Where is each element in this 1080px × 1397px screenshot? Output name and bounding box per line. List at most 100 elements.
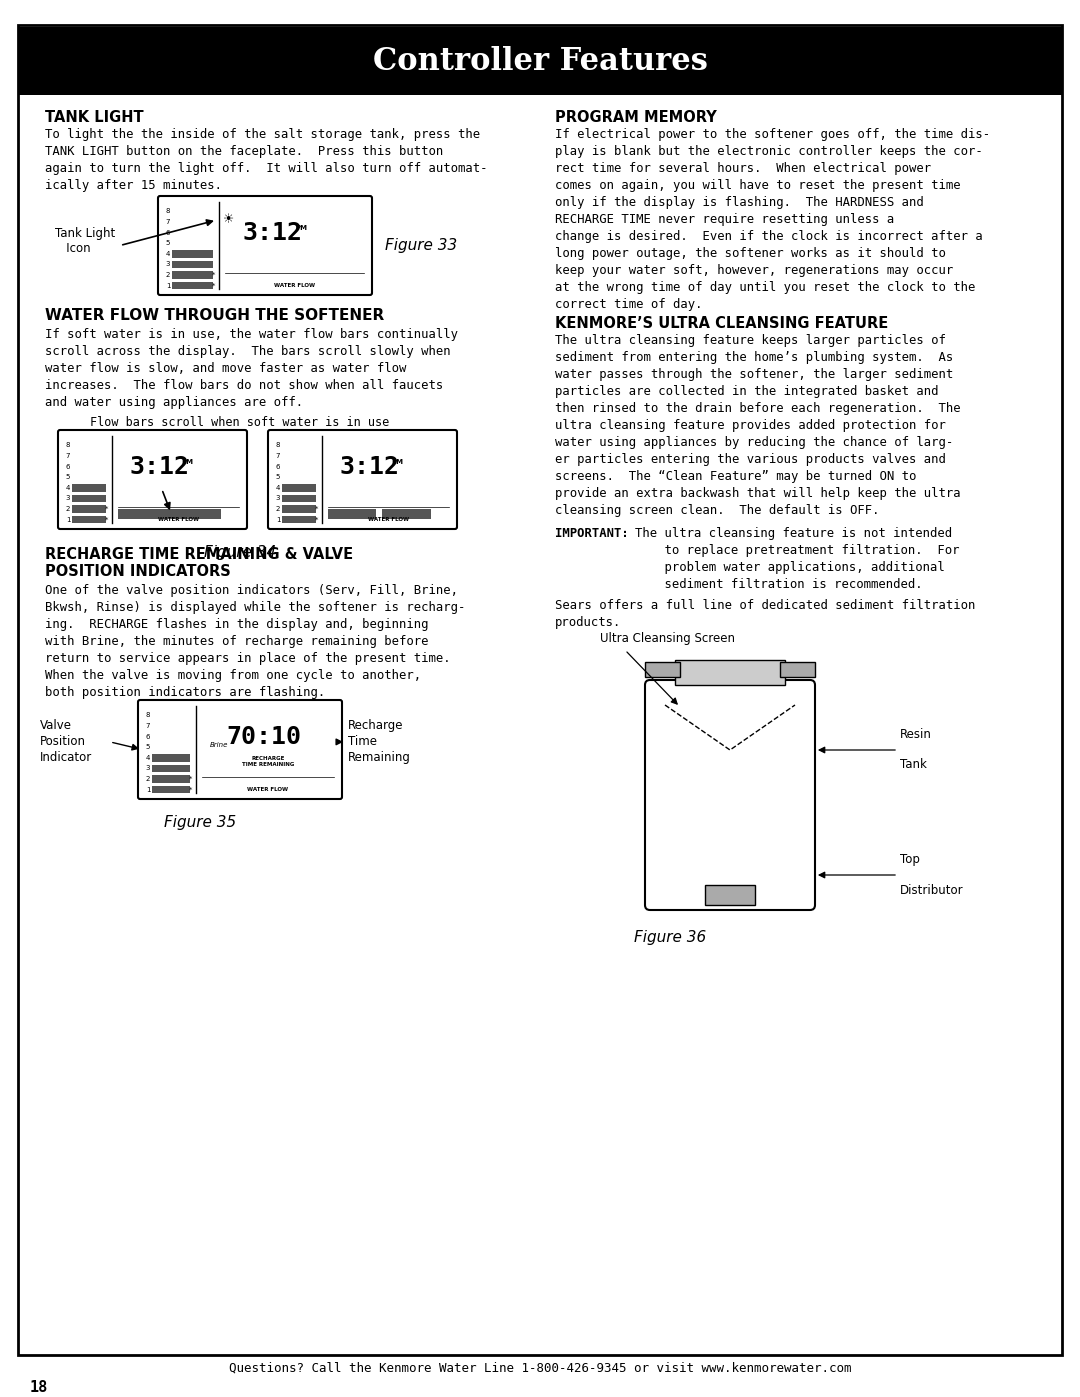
Text: 3: 3 bbox=[146, 766, 150, 771]
Text: 2: 2 bbox=[275, 506, 280, 513]
Text: Figure 34: Figure 34 bbox=[204, 545, 276, 560]
Text: Figure 36: Figure 36 bbox=[634, 930, 706, 944]
Text: 70:10: 70:10 bbox=[227, 725, 301, 750]
Bar bbox=[282, 515, 315, 524]
FancyBboxPatch shape bbox=[645, 680, 815, 909]
Bar bbox=[72, 515, 106, 524]
Text: 5: 5 bbox=[275, 474, 280, 481]
Text: *: * bbox=[105, 517, 108, 522]
Text: 1: 1 bbox=[165, 282, 171, 289]
Bar bbox=[172, 271, 213, 279]
Text: 1: 1 bbox=[146, 787, 150, 792]
Text: 4: 4 bbox=[275, 485, 280, 490]
Text: Remaining: Remaining bbox=[348, 750, 410, 764]
Text: 6: 6 bbox=[146, 733, 150, 739]
Text: Ultra Cleansing Screen: Ultra Cleansing Screen bbox=[600, 631, 735, 645]
Text: IMPORTANT:: IMPORTANT: bbox=[555, 527, 629, 541]
Text: 3: 3 bbox=[275, 496, 280, 502]
Text: 2: 2 bbox=[166, 272, 171, 278]
Text: Top: Top bbox=[900, 854, 920, 866]
Text: 18: 18 bbox=[30, 1380, 49, 1396]
Text: 7: 7 bbox=[275, 453, 280, 460]
Text: WATER FLOW THROUGH THE SOFTENER: WATER FLOW THROUGH THE SOFTENER bbox=[45, 307, 384, 323]
Text: Distributor: Distributor bbox=[900, 883, 963, 897]
Text: 5: 5 bbox=[166, 240, 171, 246]
Text: Position: Position bbox=[40, 735, 86, 749]
Text: Resin: Resin bbox=[900, 728, 932, 742]
FancyBboxPatch shape bbox=[158, 196, 372, 295]
Text: 3:12: 3:12 bbox=[339, 455, 400, 479]
Bar bbox=[172, 261, 213, 268]
Text: *: * bbox=[212, 272, 216, 278]
Text: *: * bbox=[105, 506, 108, 513]
Text: POSITION INDICATORS: POSITION INDICATORS bbox=[45, 564, 231, 578]
Text: PM: PM bbox=[392, 458, 404, 464]
Text: 8: 8 bbox=[66, 443, 70, 448]
Text: *: * bbox=[189, 777, 192, 782]
Bar bbox=[172, 282, 213, 289]
Text: 3: 3 bbox=[66, 496, 70, 502]
Text: Tank Light
   Icon: Tank Light Icon bbox=[55, 226, 116, 254]
FancyBboxPatch shape bbox=[268, 430, 457, 529]
Text: Tank: Tank bbox=[900, 759, 927, 771]
Bar bbox=[282, 495, 315, 502]
Text: Questions? Call the Kenmore Water Line 1-800-426-9345 or visit www.kenmorewater.: Questions? Call the Kenmore Water Line 1… bbox=[229, 1362, 851, 1375]
FancyBboxPatch shape bbox=[58, 430, 247, 529]
Bar bbox=[72, 506, 106, 513]
Bar bbox=[675, 659, 785, 685]
Bar bbox=[382, 509, 431, 520]
Text: 7: 7 bbox=[165, 219, 171, 225]
Text: *: * bbox=[315, 517, 319, 522]
Text: 3:12: 3:12 bbox=[130, 455, 190, 479]
Text: One of the valve position indicators (Serv, Fill, Brine,
Bkwsh, Rinse) is displa: One of the valve position indicators (Se… bbox=[45, 584, 465, 698]
Text: Time: Time bbox=[348, 735, 377, 749]
Text: *: * bbox=[212, 282, 216, 289]
Bar bbox=[72, 485, 106, 492]
Text: WATER FLOW: WATER FLOW bbox=[274, 284, 315, 288]
Text: WATER FLOW: WATER FLOW bbox=[158, 517, 199, 522]
Text: Valve: Valve bbox=[40, 719, 72, 732]
Text: Sears offers a full line of dedicated sediment filtration
products.: Sears offers a full line of dedicated se… bbox=[555, 599, 975, 629]
Text: The ultra cleansing feature keeps larger particles of
sediment from entering the: The ultra cleansing feature keeps larger… bbox=[555, 334, 960, 517]
Text: PM: PM bbox=[295, 225, 307, 231]
Bar bbox=[152, 787, 190, 793]
Text: 1: 1 bbox=[275, 517, 280, 522]
Bar bbox=[118, 509, 220, 520]
Text: To light the the inside of the salt storage tank, press the
TANK LIGHT button on: To light the the inside of the salt stor… bbox=[45, 129, 487, 191]
Text: ☀: ☀ bbox=[224, 214, 234, 226]
Text: 8: 8 bbox=[146, 712, 150, 718]
Bar bbox=[172, 250, 213, 257]
FancyBboxPatch shape bbox=[138, 700, 342, 799]
Text: 3:12: 3:12 bbox=[243, 222, 302, 246]
Text: If soft water is in use, the water flow bars continually
scroll across the displ: If soft water is in use, the water flow … bbox=[45, 328, 458, 409]
Text: 2: 2 bbox=[66, 506, 70, 513]
Text: 8: 8 bbox=[165, 208, 171, 214]
Bar bbox=[328, 509, 376, 520]
Text: TANK LIGHT: TANK LIGHT bbox=[45, 110, 144, 124]
Text: PROGRAM MEMORY: PROGRAM MEMORY bbox=[555, 110, 717, 124]
FancyBboxPatch shape bbox=[18, 25, 1062, 1355]
Text: WATER FLOW: WATER FLOW bbox=[247, 787, 288, 792]
Text: 4: 4 bbox=[146, 754, 150, 761]
Text: Indicator: Indicator bbox=[40, 750, 92, 764]
Text: 4: 4 bbox=[66, 485, 70, 490]
Text: Figure 33: Figure 33 bbox=[384, 237, 457, 253]
Text: Controller Features: Controller Features bbox=[373, 46, 707, 77]
Text: 7: 7 bbox=[146, 722, 150, 729]
Text: 6: 6 bbox=[66, 464, 70, 469]
Bar bbox=[18, 27, 1062, 95]
Text: 5: 5 bbox=[146, 745, 150, 750]
Bar bbox=[780, 662, 815, 678]
Text: Brine: Brine bbox=[210, 742, 228, 747]
Text: The ultra cleansing feature is not intended
    to replace pretreatment filtrati: The ultra cleansing feature is not inten… bbox=[635, 527, 959, 591]
Text: WATER FLOW: WATER FLOW bbox=[368, 517, 409, 522]
Text: Figure 35: Figure 35 bbox=[164, 814, 237, 830]
Text: KENMORE’S ULTRA CLEANSING FEATURE: KENMORE’S ULTRA CLEANSING FEATURE bbox=[555, 316, 888, 331]
Bar bbox=[152, 775, 190, 782]
Text: 5: 5 bbox=[66, 474, 70, 481]
Text: 4: 4 bbox=[166, 251, 171, 257]
Text: 7: 7 bbox=[66, 453, 70, 460]
Bar bbox=[152, 764, 190, 773]
Text: *: * bbox=[189, 787, 192, 792]
Text: 1: 1 bbox=[66, 517, 70, 522]
